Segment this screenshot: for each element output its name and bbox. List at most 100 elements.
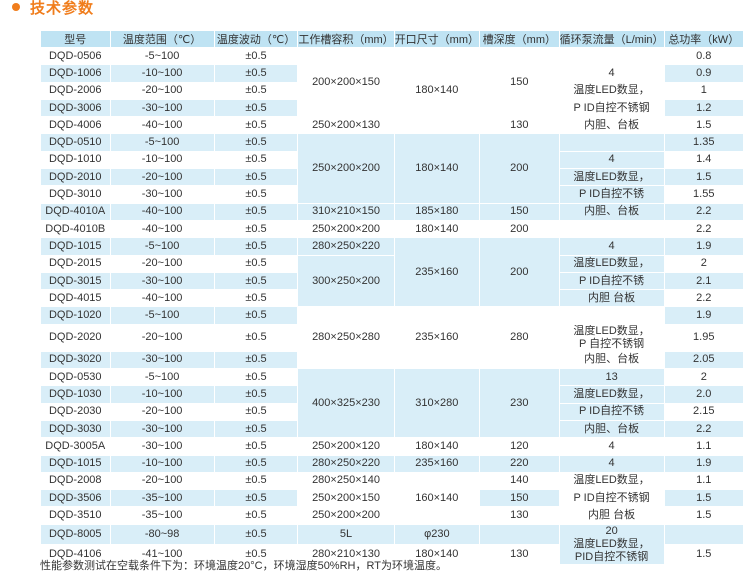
section-header: 技术参数 <box>12 0 94 18</box>
range-cell: -5~100 <box>109 306 215 325</box>
power-cell: 1.1 <box>663 437 744 456</box>
model-cell: DQD-2020 <box>40 323 111 352</box>
table-row: DQD-0510 -5~100 ±0.5 250×200×200 180×140… <box>40 133 744 204</box>
power-cell <box>663 523 744 545</box>
fluct-cell: ±0.5 <box>213 543 299 565</box>
model-cell: DQD-2015 <box>40 254 111 273</box>
fluct-cell: ±0.5 <box>213 489 299 508</box>
opening-cell: 180×140 <box>393 219 481 239</box>
pump-cell: P ID自控不锈 <box>558 402 665 421</box>
fluct-cell: ±0.5 <box>213 271 299 291</box>
header-model: 型号 <box>40 30 111 48</box>
model-cell: DQD-0506 <box>40 46 111 66</box>
power-cell: 2.1 <box>663 271 744 291</box>
pump-cell: 内胆 台板 <box>558 506 665 525</box>
range-cell: -40~100 <box>109 219 215 239</box>
power-cell: 2.2 <box>663 202 744 221</box>
header-pump: 循环泵流量（L/min） <box>558 30 665 48</box>
model-cell: DQD-8005 <box>40 523 111 545</box>
model-cell: DQD-2008 <box>40 471 111 491</box>
range-cell: -10~100 <box>109 64 215 83</box>
table-row: DQD-2006 -20~100 ±0.5 温度LED数显， 1 <box>40 81 744 100</box>
opening-cell: 180×140 <box>393 46 481 135</box>
fluct-cell: ±0.5 <box>213 185 299 204</box>
range-cell: -30~100 <box>109 98 215 118</box>
power-cell: 1.1 <box>663 471 744 491</box>
table-row: DQD-1020 -5~100 ±0.5 280×250×280 235×160… <box>40 306 744 370</box>
model-cell: DQD-3030 <box>40 419 111 439</box>
model-cell: DQD-4010A <box>40 202 111 221</box>
fluct-cell: ±0.5 <box>213 133 299 152</box>
power-cell: 1.55 <box>663 185 744 204</box>
pump-cell: 20 温度LED数显， PID自控不锈钢 <box>558 523 665 565</box>
table-row: DQD-2008 -20~100 ±0.5 280×250×140 160×14… <box>40 471 744 525</box>
power-cell: 1.35 <box>663 133 744 152</box>
range-cell: -20~100 <box>109 254 215 273</box>
table-row: DQD-2030 -20~100 ±0.5 P ID自控不锈 2.15 <box>40 402 744 421</box>
depth-cell: 130 <box>479 543 560 565</box>
range-cell: -20~100 <box>109 402 215 421</box>
fluct-cell: ±0.5 <box>213 419 299 439</box>
power-cell: 2.2 <box>663 219 744 239</box>
model-cell: DQD-1020 <box>40 306 111 325</box>
depth-cell: 230 <box>479 368 560 439</box>
pump-cell: 4 <box>558 150 665 170</box>
depth-cell: 220 <box>479 454 560 473</box>
power-cell: 2 <box>663 368 744 387</box>
opening-cell: 310×280 <box>393 368 481 439</box>
pump-cell: P ID自控不锈钢 <box>558 98 665 118</box>
range-cell: -35~100 <box>109 506 215 525</box>
power-cell: 1.5 <box>663 168 744 187</box>
model-cell: DQD-4010B <box>40 219 111 239</box>
power-cell: 1.9 <box>663 454 744 473</box>
range-cell: -10~100 <box>109 454 215 473</box>
table-row: DQD-3020 -30~100 ±0.5 内胆、台板 2.05 <box>40 350 744 370</box>
volume-cell: 250×200×200 <box>297 506 395 525</box>
range-cell: -10~100 <box>109 385 215 404</box>
opening-cell: 180×140 <box>393 543 481 565</box>
header-opening: 开口尺寸（mm） <box>393 30 481 48</box>
fluct-cell: ±0.5 <box>213 46 299 66</box>
model-cell: DQD-2006 <box>40 81 111 100</box>
pump-cell: 温度LED数显， <box>558 81 665 100</box>
power-cell: 1.9 <box>663 237 744 256</box>
depth-cell: 150 <box>479 489 560 508</box>
volume-cell: 280×250×140 <box>297 471 395 491</box>
pump-cell: P ID自控不锈 <box>558 271 665 291</box>
volume-cell: 5L <box>297 523 395 545</box>
pump-cell: 温度LED数显， <box>558 168 665 187</box>
fluct-cell: ±0.5 <box>213 437 299 456</box>
range-cell: -20~100 <box>109 471 215 491</box>
table-row: DQD-4106 -41~100 ±0.5 280×210×130 180×14… <box>40 543 744 565</box>
table-row: DQD-1030 -10~100 ±0.5 温度LED数显， 2.0 <box>40 385 744 404</box>
pump-cell: 温度LED数显， P 自控不锈钢 <box>558 323 665 352</box>
header-volume: 工作槽容积（mm） <box>297 30 395 48</box>
range-cell: -40~100 <box>109 289 215 308</box>
model-cell: DQD-1015 <box>40 237 111 256</box>
model-cell: DQD-3510 <box>40 506 111 525</box>
pump-line: 温度LED数显， <box>573 537 650 550</box>
power-cell: 1.5 <box>663 506 744 525</box>
volume-cell: 400×325×230 <box>297 368 395 439</box>
pump-cell: 4 <box>558 454 665 473</box>
fluct-cell: ±0.5 <box>213 254 299 273</box>
table-row: DQD-3506 -35~100 ±0.5 250×200×150 150 P … <box>40 489 744 508</box>
fluct-cell: ±0.5 <box>213 81 299 100</box>
range-cell: -5~100 <box>109 368 215 387</box>
fluct-cell: ±0.5 <box>213 471 299 491</box>
power-cell: 2.05 <box>663 350 744 370</box>
pump-cell <box>558 133 665 152</box>
fluct-cell: ±0.5 <box>213 506 299 525</box>
model-cell: DQD-0510 <box>40 133 111 152</box>
header-depth: 槽深度（mm） <box>479 30 560 48</box>
depth-cell: 140 <box>479 471 560 491</box>
power-cell: 1.9 <box>663 306 744 325</box>
range-cell: -5~100 <box>109 237 215 256</box>
pump-cell <box>558 219 665 239</box>
model-cell: DQD-3015 <box>40 271 111 291</box>
pump-cell: 温度LED数显， <box>558 254 665 273</box>
fluct-cell: ±0.5 <box>213 168 299 187</box>
pump-cell: P ID自控不锈钢 <box>558 489 665 508</box>
model-cell: DQD-2030 <box>40 402 111 421</box>
pump-line: PID自控不锈钢 <box>574 550 649 563</box>
